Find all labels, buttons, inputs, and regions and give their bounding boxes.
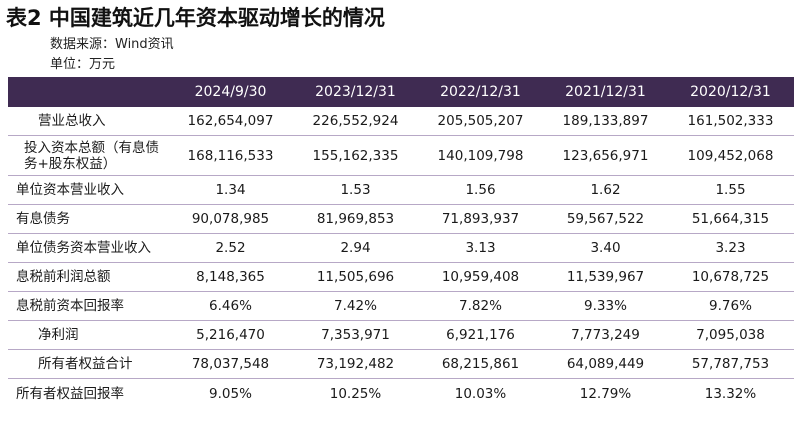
table-cell: 3.23 [715,240,746,256]
table-row: 投入资本总额（有息债务+股东权益） 168,116,533 155,162,33… [8,136,794,176]
table-cell: 73,192,482 [316,356,395,372]
row-label: 单位债务资本营业收入 [16,240,151,256]
table-cell: 90,078,985 [191,211,270,227]
table-cell: 1.62 [590,182,621,198]
table-cell: 9.76% [709,298,752,314]
unit-note: 单位：万元 [50,57,116,72]
table-cell: 7.42% [334,298,377,314]
table-cell: 59,567,522 [566,211,645,227]
column-header: 2021/12/31 [565,84,646,100]
data-source-note: 数据来源：Wind资讯 [50,37,174,52]
table-cell: 81,969,853 [316,211,395,227]
table-cell: 3.40 [590,240,621,256]
table-cell: 140,109,798 [437,147,524,164]
table-cell: 5,216,470 [196,327,265,343]
table-cell: 189,133,897 [562,113,649,129]
row-label: 净利润 [38,327,79,343]
column-header: 2022/12/31 [440,84,521,100]
row-label: 所有者权益合计 [38,356,133,372]
table-cell: 168,116,533 [187,147,274,164]
table-cell: 9.05% [209,385,252,402]
row-label: 单位资本营业收入 [16,182,124,198]
header-corner [8,77,168,107]
table-cell: 6,921,176 [446,327,515,343]
table-cell: 205,505,207 [437,113,524,129]
table-row: 营业总收入 162,654,097 226,552,924 205,505,20… [8,107,794,136]
table-cell: 7.82% [459,298,502,314]
table-cell: 6.46% [209,298,252,314]
page-title: 表2 中国建筑近几年资本驱动增长的情况 [6,6,385,30]
table-cell: 71,893,937 [441,211,520,227]
table-row: 息税前资本回报率 6.46% 7.42% 7.82% 9.33% 9.76% [8,292,794,321]
table-row: 单位资本营业收入 1.34 1.53 1.56 1.62 1.55 [8,176,794,205]
table-row: 所有者权益回报率 9.05% 10.25% 10.03% 12.79% 13.3… [8,379,794,408]
table-row: 息税前利润总额 8,148,365 11,505,696 10,959,408 … [8,263,794,292]
data-table: 2024/9/30 2023/12/31 2022/12/31 2021/12/… [8,77,794,408]
table-cell: 8,148,365 [196,269,265,285]
table-header: 2024/9/30 2023/12/31 2022/12/31 2021/12/… [8,77,794,107]
table-row: 有息债务 90,078,985 81,969,853 71,893,937 59… [8,205,794,234]
table-cell: 1.55 [715,182,746,198]
row-label: 投入资本总额（有息债务+股东权益） [24,139,159,172]
table-cell: 68,215,861 [441,356,520,372]
table-cell: 10.03% [454,385,507,402]
table-cell: 109,452,068 [687,147,774,164]
table-cell: 10.25% [329,385,382,402]
table-row: 净利润 5,216,470 7,353,971 6,921,176 7,773,… [8,321,794,350]
table-cell: 123,656,971 [562,147,649,164]
table-cell: 7,353,971 [321,327,390,343]
table-cell: 1.53 [340,182,371,198]
column-header: 2024/9/30 [194,84,267,100]
table-cell: 2.52 [215,240,246,256]
column-header: 2023/12/31 [315,84,396,100]
row-label: 息税前资本回报率 [16,298,124,314]
table-cell: 10,678,725 [691,269,770,285]
table-row: 所有者权益合计 78,037,548 73,192,482 68,215,861… [8,350,794,379]
table-cell: 11,539,967 [566,269,645,285]
row-label: 息税前利润总额 [16,269,111,285]
table-cell: 161,502,333 [687,113,774,129]
table-cell: 12.79% [579,385,632,402]
table-row: 单位债务资本营业收入 2.52 2.94 3.13 3.40 3.23 [8,234,794,263]
table-cell: 78,037,548 [191,356,270,372]
table-cell: 64,089,449 [566,356,645,372]
row-label: 所有者权益回报率 [16,385,124,402]
table-cell: 7,095,038 [696,327,765,343]
table-cell: 162,654,097 [187,113,274,129]
table-cell: 1.34 [215,182,246,198]
table-cell: 11,505,696 [316,269,395,285]
table-cell: 226,552,924 [312,113,399,129]
table-cell: 10,959,408 [441,269,520,285]
table-cell: 13.32% [704,385,757,402]
table-cell: 1.56 [465,182,496,198]
table-cell: 51,664,315 [691,211,770,227]
table-cell: 3.13 [465,240,496,256]
table-cell: 2.94 [340,240,371,256]
table-cell: 57,787,753 [691,356,770,372]
table-cell: 9.33% [584,298,627,314]
row-label: 有息债务 [16,211,70,227]
row-label: 营业总收入 [38,113,106,129]
table-cell: 7,773,249 [571,327,640,343]
table-cell: 155,162,335 [312,147,399,164]
column-header: 2020/12/31 [690,84,771,100]
